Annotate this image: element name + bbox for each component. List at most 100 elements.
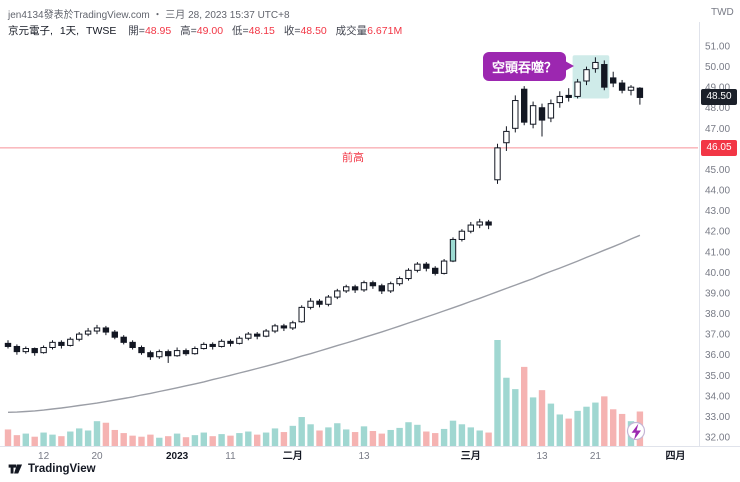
candle <box>467 224 475 232</box>
volume-bar <box>129 435 136 446</box>
candle <box>601 64 608 88</box>
volume-bar <box>84 430 92 446</box>
candle <box>476 221 483 226</box>
volume-bar <box>316 430 323 446</box>
candle <box>592 61 599 70</box>
volume-bar <box>298 417 305 446</box>
close-label: 收= <box>283 25 301 37</box>
candle <box>423 263 430 269</box>
publish-byline: jen4134發表於TradingView.com ・ 三月 28, 2023 … <box>8 10 290 21</box>
volume-bar <box>574 410 581 446</box>
volume-bar <box>4 429 12 446</box>
candle <box>360 282 368 291</box>
ma-line <box>7 234 641 413</box>
candle <box>538 107 546 121</box>
price-tick-label: 33.00 <box>705 412 730 423</box>
candle <box>4 342 12 347</box>
volume-bar <box>565 418 572 446</box>
volume-bar <box>601 396 608 446</box>
volume-bar <box>423 431 430 446</box>
candle <box>191 348 199 355</box>
volume-bar <box>22 433 29 446</box>
volume-bar <box>440 428 448 446</box>
volume-bar <box>485 432 492 446</box>
volume-bar <box>227 435 234 446</box>
price-tick-label: 49.00 <box>705 83 730 94</box>
candle <box>307 300 314 308</box>
volume-bar <box>325 427 332 446</box>
volume-bar <box>271 428 279 446</box>
close-value: 48.50 <box>300 25 327 37</box>
candle <box>325 296 332 305</box>
candle <box>387 283 394 292</box>
candle <box>147 352 154 358</box>
candle <box>316 300 323 305</box>
volume-bar <box>120 433 127 446</box>
candle <box>627 86 635 91</box>
time-tick-label: 11 <box>225 451 236 462</box>
boost-lightning-icon[interactable] <box>626 421 646 441</box>
price-line-label: 前高 <box>342 150 364 164</box>
volume-bar <box>31 436 38 446</box>
volume-bar <box>592 402 599 446</box>
candle <box>396 278 403 285</box>
time-tick-label: 20 <box>91 451 103 462</box>
volume-bar <box>262 432 270 446</box>
candle <box>102 327 110 333</box>
volume-bar <box>173 433 181 446</box>
candle <box>40 346 47 354</box>
volume-bar <box>147 434 154 446</box>
volume-bar <box>200 432 207 446</box>
currency-label: TWD <box>711 7 734 18</box>
volume-bar <box>165 436 172 446</box>
candle <box>173 350 181 357</box>
volume-bar <box>40 432 47 446</box>
candle <box>262 330 270 337</box>
candle <box>280 325 288 329</box>
candle <box>458 230 466 240</box>
volume-bar <box>156 437 163 446</box>
volume-bar <box>556 414 563 446</box>
volume-bar <box>67 431 74 446</box>
bearish-engulfing-callout[interactable]: 空頭吞噬？ <box>483 52 575 81</box>
symbol-name: 京元電子, <box>8 25 53 37</box>
volume-bar <box>618 413 626 446</box>
candle <box>138 346 145 354</box>
price-tick-label: 47.00 <box>705 124 730 135</box>
volume-bar <box>334 423 341 446</box>
volume-bar <box>191 435 199 446</box>
candle <box>343 286 350 292</box>
volume-bar <box>307 424 314 446</box>
volume-bar <box>396 427 403 446</box>
candle <box>369 282 377 287</box>
candle <box>618 82 626 91</box>
price-line-badge: 46.05 <box>701 139 737 156</box>
candles-layer <box>4 57 644 363</box>
candle <box>120 336 127 343</box>
price-alert-line: 前高 <box>0 147 698 164</box>
tradingview-watermark[interactable]: TradingView <box>8 461 96 476</box>
volume-value: 6.671M <box>367 25 403 37</box>
high-label: 高= <box>180 25 197 37</box>
time-tick-label: 2023 <box>166 451 189 462</box>
open-value: 48.95 <box>144 25 172 37</box>
candle <box>494 147 501 181</box>
last-price-badge: 48.50 <box>701 89 737 106</box>
axis-lines <box>0 22 740 447</box>
time-tick-label: 二月 <box>283 450 303 462</box>
price-tick-label: 36.00 <box>705 350 730 361</box>
candle <box>485 221 492 226</box>
volume-bar <box>467 427 474 446</box>
time-axis[interactable]: 12 20 2023 11 二月 13 三月 13 21 四月 <box>38 450 685 462</box>
volume-bar <box>547 403 555 446</box>
volume-bar <box>414 424 421 446</box>
price-tick-label: 48.00 <box>705 103 730 114</box>
candle <box>565 94 572 98</box>
candle <box>254 333 261 337</box>
volume-bar <box>458 424 466 446</box>
volume-bar <box>102 422 110 446</box>
symbol-info-bar: 京元電子, 1天, TWSE 開=48.95 高=49.00 低=48.15 收… <box>8 23 408 38</box>
candle <box>547 103 555 119</box>
